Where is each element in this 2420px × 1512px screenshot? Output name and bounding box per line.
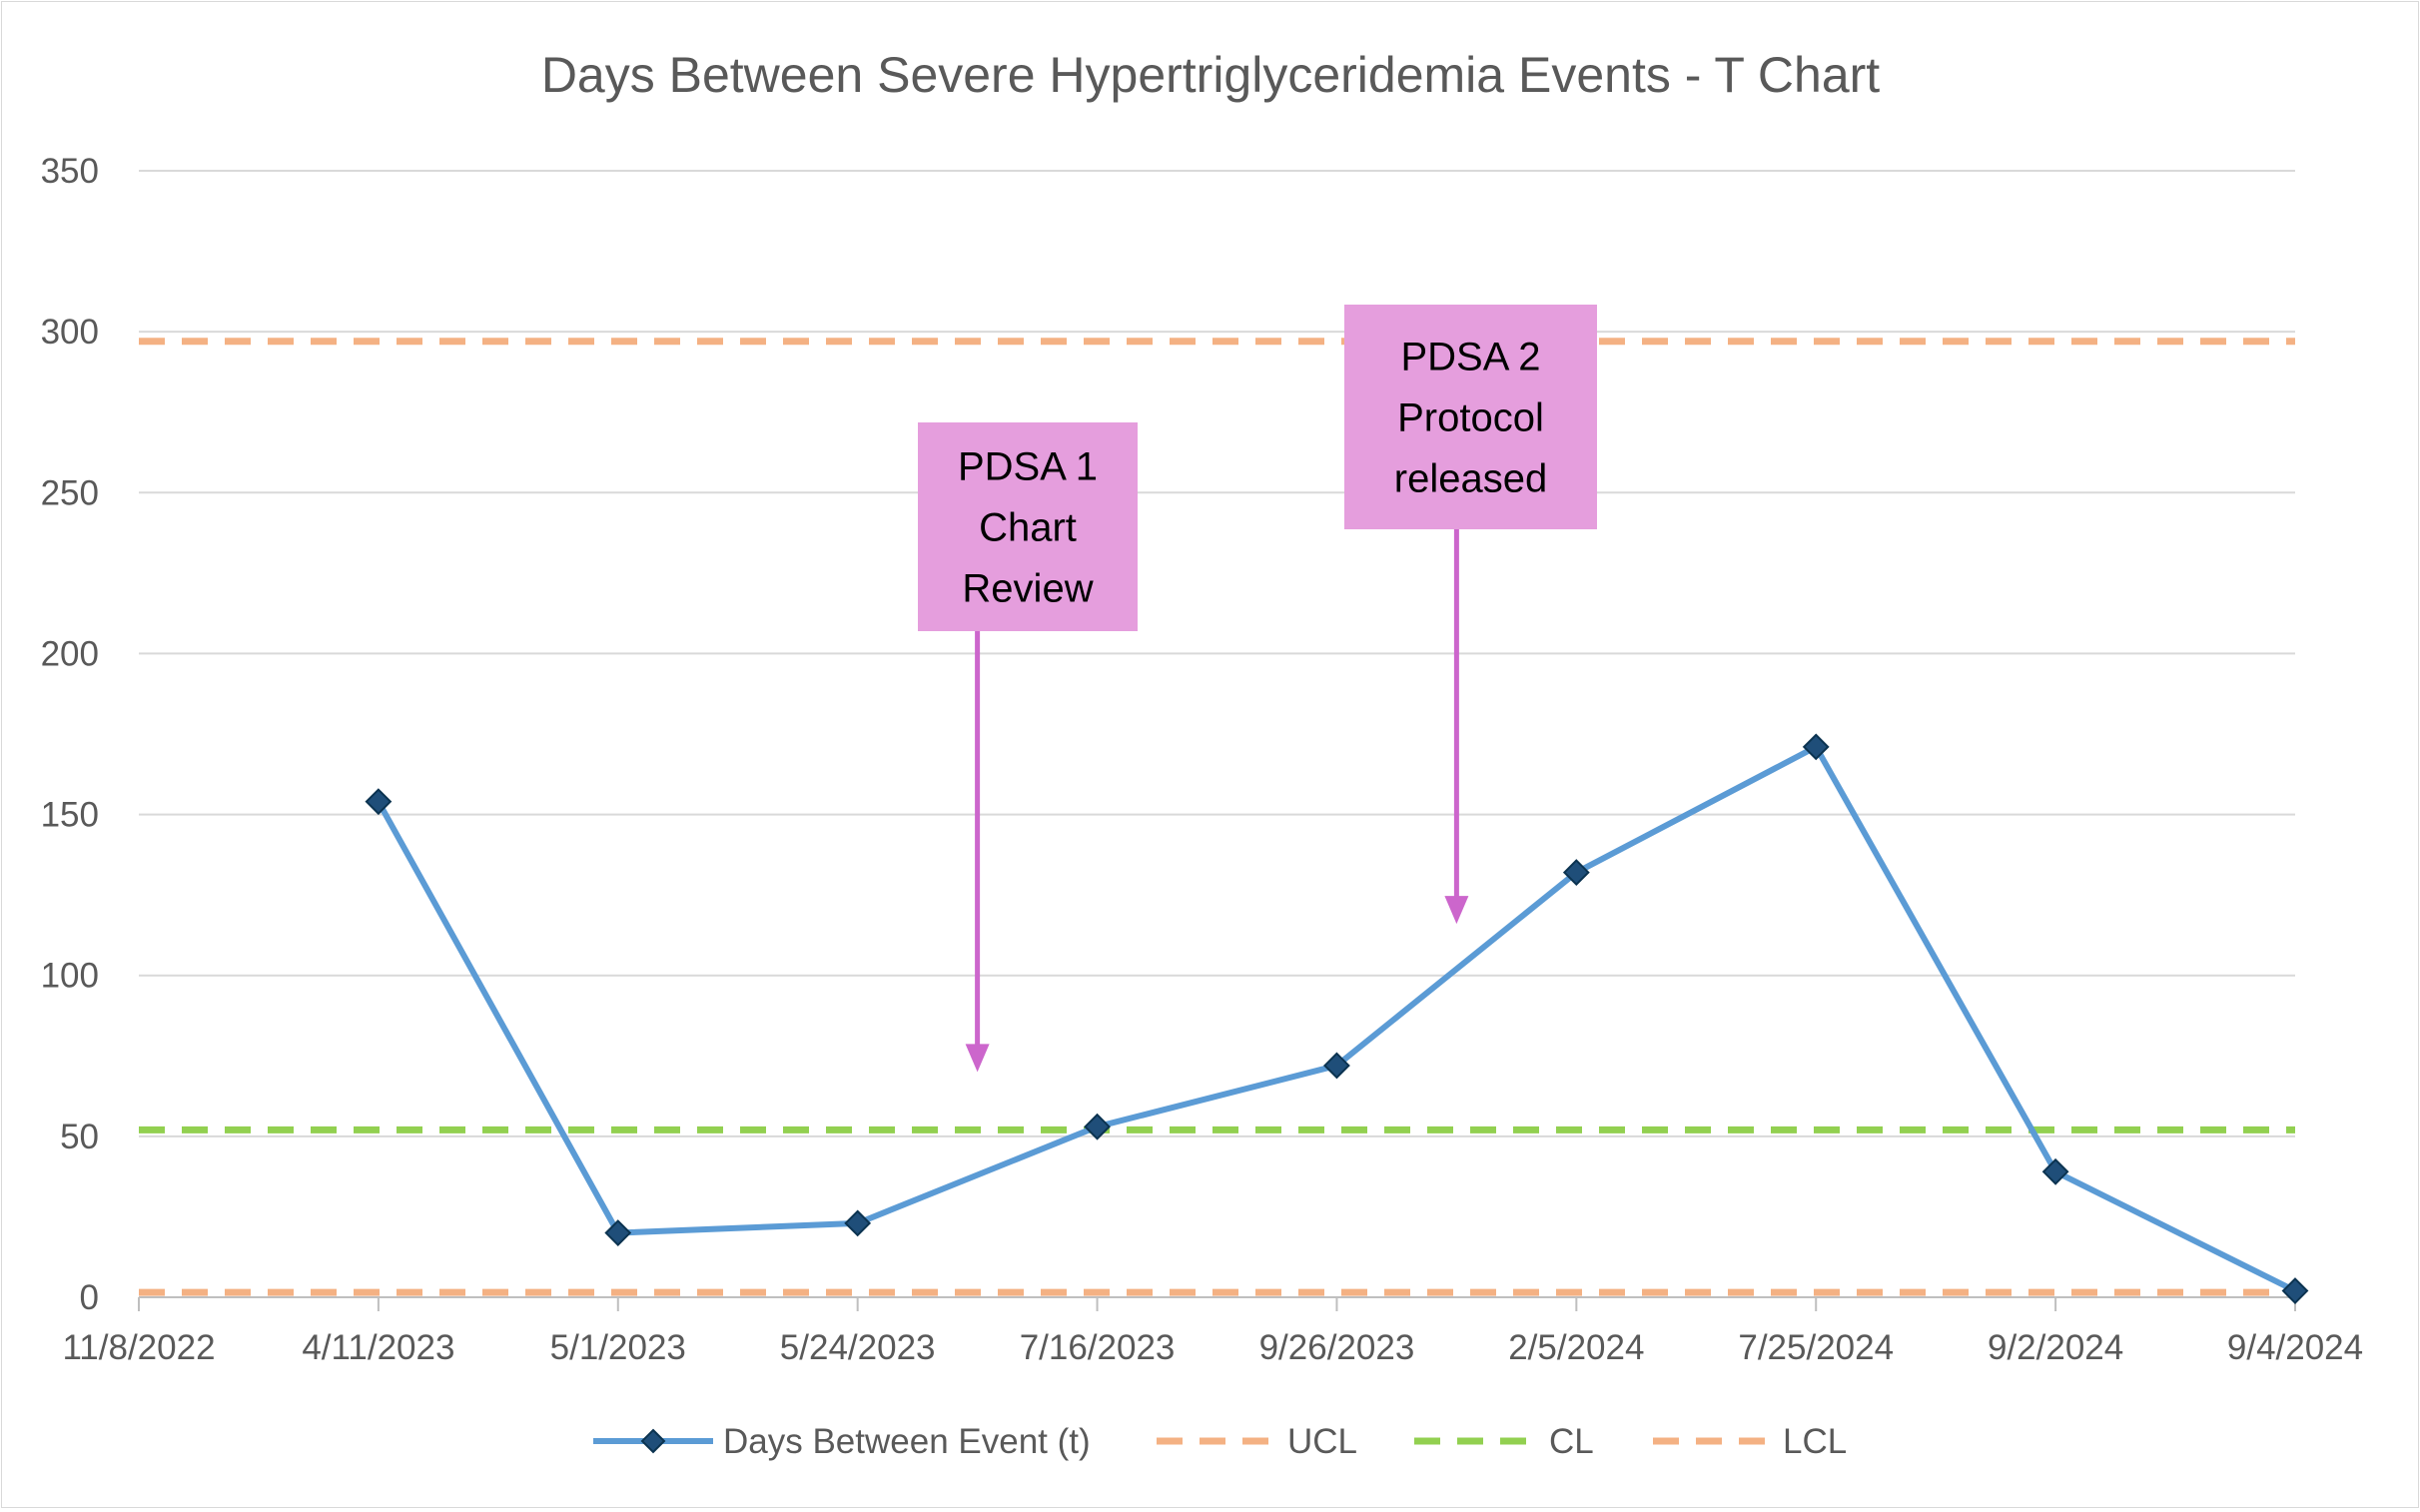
control-lines [139, 338, 2295, 1296]
annotation-text-line: Protocol [1397, 396, 1544, 440]
days-between-series [365, 733, 2309, 1304]
x-tick-label: 2/5/2024 [1508, 1328, 1644, 1367]
y-tick-label: 50 [60, 1118, 99, 1156]
legend: Days Between Event (t) UCL CL LCL [593, 1422, 1847, 1461]
y-tick-label: 300 [41, 313, 99, 352]
legend-item-lcl: LCL [1653, 1422, 1847, 1461]
annotation-arrow-head [965, 1044, 990, 1073]
legend-item-cl: CL [1414, 1422, 1594, 1461]
x-tick-label: 5/1/2023 [550, 1328, 686, 1367]
annotation-text-line: PDSA 2 [1400, 336, 1540, 379]
series-line-days-between-event [376, 743, 2297, 1294]
annotation-text-line: released [1394, 457, 1547, 501]
legend-swatch-marker [640, 1428, 666, 1454]
data-point-marker [604, 1219, 632, 1246]
annotation-box [1344, 305, 1597, 529]
x-tick-label: 4/11/2023 [302, 1328, 454, 1367]
data-point-marker [365, 788, 393, 816]
data-point-marker [2041, 1157, 2069, 1185]
annotation-text-line: Review [962, 567, 1093, 611]
y-tick-label: 350 [41, 152, 99, 191]
x-tick-label: 7/16/2023 [1020, 1328, 1176, 1367]
x-axis: 11/8/2022 4/11/2023 5/1/2023 5/24/2023 7/16/… [62, 1296, 2363, 1367]
data-point-marker [1323, 1052, 1350, 1080]
x-tick-label: 5/24/2023 [780, 1328, 936, 1367]
legend-item-ucl: UCL [1157, 1422, 1357, 1461]
chart-title: Days Between Severe Hypertriglyceridemia… [541, 47, 1880, 103]
gridlines [139, 170, 2295, 1137]
data-point-marker [2281, 1277, 2309, 1304]
annotation-pdsa-1: PDSA 1 Chart Review [918, 422, 1138, 1073]
y-tick-label: 100 [41, 957, 99, 996]
x-tick-label: 9/4/2024 [2227, 1328, 2363, 1367]
y-tick-label: 250 [41, 473, 99, 512]
x-tick-label: 9/2/2024 [1988, 1328, 2123, 1367]
annotation-text-line: PDSA 1 [958, 445, 1098, 489]
annotation-arrow-head [1444, 896, 1469, 925]
legend-label: Days Between Event (t) [723, 1422, 1091, 1461]
annotations: PDSA 1 Chart Review PDSA 2 Protocol released [918, 305, 1597, 1073]
annotation-pdsa-2: PDSA 2 Protocol released [1344, 305, 1597, 925]
data-point-marker [1562, 859, 1590, 886]
legend-item-days-between-event-t: Days Between Event (t) [593, 1422, 1091, 1461]
y-tick-label: 150 [41, 796, 99, 835]
data-point-marker [1802, 733, 1830, 761]
x-tick-label: 11/8/2022 [62, 1328, 215, 1367]
legend-label: UCL [1287, 1422, 1357, 1461]
data-point-marker [844, 1209, 872, 1237]
y-tick-label: 200 [41, 634, 99, 673]
y-axis-ticks: 0 50 100 150 200 250 300 350 [41, 152, 99, 1317]
x-tick-label: 7/25/2024 [1738, 1328, 1894, 1367]
x-tick-label: 9/26/2023 [1259, 1328, 1415, 1367]
annotation-text-line: Chart [979, 506, 1077, 550]
data-point-marker [1084, 1113, 1111, 1140]
legend-label: LCL [1783, 1422, 1847, 1461]
y-tick-label: 0 [80, 1278, 99, 1317]
annotation-box [918, 422, 1138, 631]
legend-label: CL [1549, 1422, 1594, 1461]
